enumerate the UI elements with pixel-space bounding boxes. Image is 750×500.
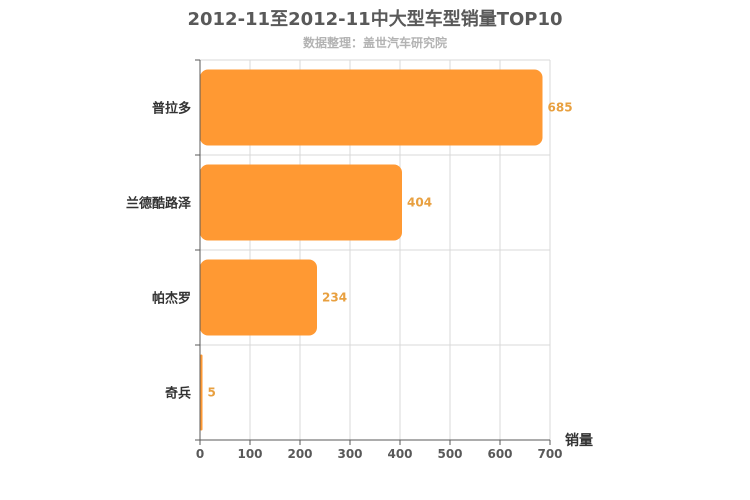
x-tick-label: 300 [337,447,362,461]
data-label: 685 [548,101,573,115]
x-tick-label: 700 [537,447,562,461]
category-label: 兰德酷路泽 [126,196,192,212]
bar [200,259,317,336]
x-axis-title: 销量 [565,432,593,449]
data-label: 234 [322,291,347,305]
labels: 685 普拉多 404 兰德酷路泽 234 帕杰罗 5 奇兵 0 100 200 300 400 500 6… [126,101,593,462]
x-tick-label: 600 [487,447,512,461]
chart-title: 2012-11至2012-11中大型车型销量TOP10 [187,9,563,30]
category-label: 普拉多 [152,101,191,117]
x-tick-label: 500 [437,447,462,461]
category-label: 奇兵 [165,386,191,402]
bar [200,69,543,146]
bar [200,164,402,241]
data-label: 5 [208,386,216,400]
bars [200,69,543,431]
data-label: 404 [407,196,432,210]
x-tick-label: 100 [237,447,262,461]
bar [200,354,203,431]
x-tick-label: 400 [387,447,412,461]
category-label: 帕杰罗 [152,291,191,307]
x-tick-label: 200 [287,447,312,461]
chart-subtitle: 数据整理：盖世汽车研究院 [302,36,447,50]
x-tick-label: 0 [196,447,204,461]
axes [195,59,551,445]
